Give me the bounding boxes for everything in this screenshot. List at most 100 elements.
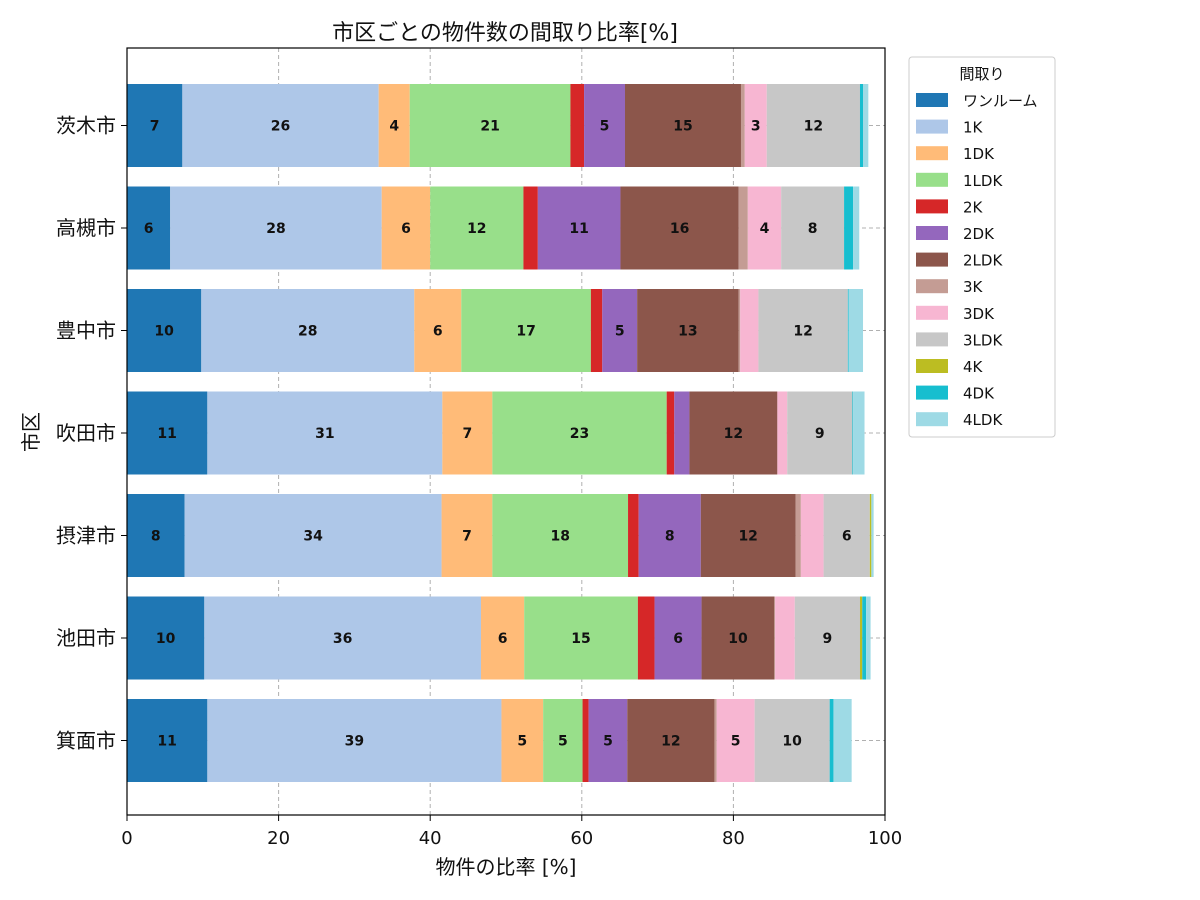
bar-segment <box>127 596 205 680</box>
bar-segment <box>853 391 865 475</box>
bar-segment <box>774 596 776 680</box>
bar-segment <box>501 699 544 782</box>
plot-frame <box>126 47 886 816</box>
legend-swatch <box>916 359 948 373</box>
y-tick-label: 吹田市 <box>56 421 116 445</box>
chart-title: 市区ごとの物件数の間取り比率[%] <box>332 21 678 46</box>
bar-segment <box>758 289 848 372</box>
bar-segment <box>602 289 638 372</box>
bar-data-label: 5 <box>603 734 613 750</box>
bar-segment <box>170 186 382 270</box>
bar-segment <box>184 494 442 577</box>
bar-segment <box>492 494 629 577</box>
bar-segment <box>654 596 702 680</box>
bar-segment <box>378 84 410 167</box>
legend-label: 3DK <box>963 305 995 323</box>
bar-data-label: 5 <box>615 324 625 340</box>
bar-segment <box>871 494 874 577</box>
bar-segment <box>747 186 782 270</box>
bar-segment <box>524 596 638 680</box>
legend-label: 2LDK <box>963 252 1003 270</box>
bar-segment <box>862 596 867 680</box>
y-tick-label: 摂津市 <box>56 524 116 548</box>
bar-segment <box>853 186 860 270</box>
legend: 間取り ワンルーム 1K 1DK 1LDK 2K 2DK 2LDK 3K 3DK 3LDK 4K 4D… <box>908 56 1056 438</box>
bar-segment <box>740 289 759 372</box>
y-tick-label: 高槻市 <box>56 216 116 240</box>
bar-data-label: 6 <box>842 529 852 545</box>
bar-segment <box>833 699 852 782</box>
bar-data-label: 12 <box>793 324 812 340</box>
bar-data-label: 28 <box>298 324 317 340</box>
legend-swatch <box>916 332 948 347</box>
bar-data-label: 31 <box>315 426 334 442</box>
bar-data-label: 9 <box>823 631 833 647</box>
bar-segment <box>744 84 767 167</box>
bar-segment <box>666 391 675 475</box>
bar-segment <box>414 289 462 372</box>
legend-label: 2K <box>963 198 984 216</box>
bar-data-label: 6 <box>144 221 154 237</box>
bar-segment <box>859 84 864 167</box>
bar-data-label: 6 <box>498 631 508 647</box>
x-tick-label: 20 <box>267 828 290 849</box>
bar-data-label: 7 <box>462 426 472 442</box>
bar-segment <box>777 391 788 475</box>
bar-segment <box>207 699 502 782</box>
bar-segment <box>430 186 524 270</box>
bar-data-label: 6 <box>433 324 443 340</box>
bar-segment <box>787 391 853 475</box>
bar-segment <box>127 699 208 782</box>
bar-segment <box>588 699 628 782</box>
bar-segment <box>584 84 626 167</box>
bar-data-label: 5 <box>600 119 610 135</box>
x-tick-label: 60 <box>570 828 593 849</box>
x-axis-label: 物件の比率 [%] <box>436 855 577 879</box>
bar-segment <box>794 596 860 680</box>
legend-swatch <box>916 226 948 240</box>
bar-segment <box>204 596 481 680</box>
bar-segment <box>823 494 870 577</box>
bar-data-label: 13 <box>678 324 697 340</box>
bar-data-label: 12 <box>661 734 680 750</box>
bar-data-label: 12 <box>804 119 823 135</box>
bar-segment <box>480 596 525 680</box>
legend-swatch <box>916 385 948 400</box>
bar-data-label: 11 <box>157 426 176 442</box>
bar-segment <box>781 186 845 270</box>
bar-segment <box>637 596 655 680</box>
bar-segment <box>627 699 715 782</box>
y-tick-label: 池田市 <box>56 626 116 650</box>
legend-swatch <box>916 412 948 427</box>
bar-data-label: 10 <box>782 734 802 750</box>
bar-segment <box>523 186 538 270</box>
bar-segment <box>441 494 493 577</box>
bar-segment <box>740 84 745 167</box>
legend-label: 3K <box>963 278 984 296</box>
bar-segment <box>582 699 589 782</box>
bar-segment <box>847 289 849 372</box>
bar-data-label: 7 <box>462 529 472 545</box>
bar-segment <box>701 596 775 680</box>
bar-segment <box>409 84 571 167</box>
bar-data-label: 8 <box>151 529 161 545</box>
legend-label: 3LDK <box>963 331 1003 349</box>
legend-label: 1LDK <box>963 172 1003 190</box>
bar-segment <box>461 289 591 372</box>
x-tick-label: 100 <box>868 828 902 849</box>
bar-segment <box>795 494 801 577</box>
bar-data-label: 9 <box>815 426 825 442</box>
bar-data-label: 15 <box>673 119 692 135</box>
bar-data-label: 4 <box>389 119 399 135</box>
legend-swatch <box>916 93 948 107</box>
bar-data-label: 34 <box>303 529 323 545</box>
bar-data-label: 26 <box>271 119 290 135</box>
bar-segment <box>127 84 183 167</box>
bar-data-label: 16 <box>670 221 689 237</box>
bar-segment <box>848 289 864 372</box>
bar-segment <box>863 84 869 167</box>
x-tick-label: 0 <box>121 828 132 849</box>
bar-segment <box>442 391 493 475</box>
